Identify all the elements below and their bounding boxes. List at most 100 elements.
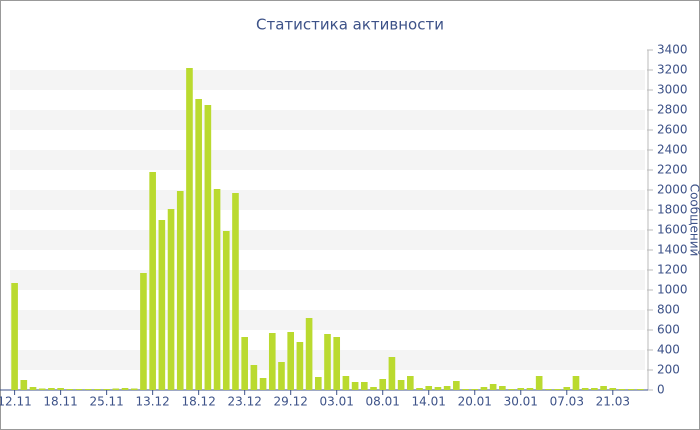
y-tick-label: 2800 <box>657 103 688 117</box>
x-tick-label: 29.12 <box>274 395 308 409</box>
x-tick-label: 08.01 <box>366 395 400 409</box>
x-tick-label: 23.12 <box>227 395 261 409</box>
y-tick-label: 400 <box>657 343 680 357</box>
chart-title: Статистика активности <box>256 16 444 34</box>
bar <box>489 384 497 390</box>
bar <box>66 389 74 390</box>
bar <box>130 388 138 390</box>
bar <box>278 362 285 390</box>
bar <box>508 389 515 390</box>
bar <box>480 387 488 390</box>
bar <box>471 389 479 390</box>
bar <box>370 387 377 390</box>
bar <box>425 386 433 390</box>
y-tick-label: 1400 <box>657 243 688 257</box>
bar <box>186 68 193 390</box>
y-tick-label: 1800 <box>657 203 688 217</box>
bar <box>158 220 166 390</box>
x-tick-label: 03.01 <box>320 395 354 409</box>
y-tick-label: 1600 <box>657 223 688 237</box>
x-tick-label: 13.12 <box>135 395 169 409</box>
y-tick-label: 3200 <box>657 63 688 77</box>
bar <box>232 193 239 390</box>
y-tick-label: 800 <box>657 303 680 317</box>
bar <box>121 388 129 390</box>
bar <box>453 381 460 390</box>
bar <box>407 376 414 390</box>
bar <box>572 376 580 390</box>
bar <box>443 386 451 390</box>
bar <box>526 388 534 390</box>
bar <box>324 334 331 390</box>
bar <box>637 389 644 390</box>
y-tick-label: 2600 <box>657 123 688 137</box>
grid-band <box>10 270 645 290</box>
bar <box>38 388 46 390</box>
bar <box>213 189 221 390</box>
bar <box>434 387 442 390</box>
bar <box>591 388 598 390</box>
bar <box>618 389 626 390</box>
bar <box>554 389 561 390</box>
x-tick-label: 18.11 <box>43 395 77 409</box>
bar <box>84 389 92 390</box>
bar <box>287 332 295 390</box>
x-tick-label: 12.11 <box>0 395 32 409</box>
bar <box>250 365 258 390</box>
bar <box>499 386 506 390</box>
bar <box>75 389 83 390</box>
bar <box>259 378 267 390</box>
bar <box>416 388 423 390</box>
y-tick-label: 2000 <box>657 183 688 197</box>
bar <box>241 337 248 390</box>
y-tick-label: 0 <box>657 383 665 397</box>
bar <box>11 283 18 390</box>
bar <box>140 273 147 390</box>
bar <box>112 388 120 390</box>
bar <box>388 357 396 390</box>
bar <box>29 387 37 390</box>
bar <box>563 387 571 390</box>
bar <box>581 388 589 390</box>
y-tick-label: 3400 <box>657 43 688 57</box>
grid-band <box>10 70 645 90</box>
bar <box>342 376 350 390</box>
grid-band <box>10 310 645 330</box>
y-tick-label: 1000 <box>657 283 688 297</box>
y-tick-label: 200 <box>657 363 680 377</box>
x-tick-label: 07.03 <box>550 395 584 409</box>
bar <box>600 386 607 390</box>
bar <box>48 388 55 390</box>
bar <box>204 105 212 390</box>
x-tick-label: 18.12 <box>181 395 215 409</box>
bar <box>351 382 359 390</box>
bar <box>379 379 387 390</box>
x-tick-label: 14.01 <box>412 395 446 409</box>
bar <box>268 333 276 390</box>
bar <box>57 388 64 390</box>
bar <box>397 380 405 390</box>
bar <box>296 342 304 390</box>
grid-band <box>10 110 645 130</box>
bar <box>176 191 184 390</box>
bar <box>94 389 101 390</box>
bar <box>535 376 543 390</box>
bar <box>195 99 202 390</box>
bar <box>314 377 322 390</box>
grid-band <box>10 190 645 210</box>
y-tick-label: 1200 <box>657 263 688 277</box>
bar <box>545 389 552 390</box>
y-axis-title: Сообщений <box>688 184 700 257</box>
bar <box>627 389 635 390</box>
bar <box>517 388 525 390</box>
y-tick-label: 2200 <box>657 163 688 177</box>
y-tick-label: 2400 <box>657 143 688 157</box>
bar <box>609 388 617 390</box>
x-tick-label: 30.01 <box>504 395 538 409</box>
y-tick-label: 3000 <box>657 83 688 97</box>
bar <box>462 389 469 390</box>
bar <box>333 337 341 390</box>
x-tick-label: 25.11 <box>89 395 123 409</box>
bar <box>305 318 313 390</box>
